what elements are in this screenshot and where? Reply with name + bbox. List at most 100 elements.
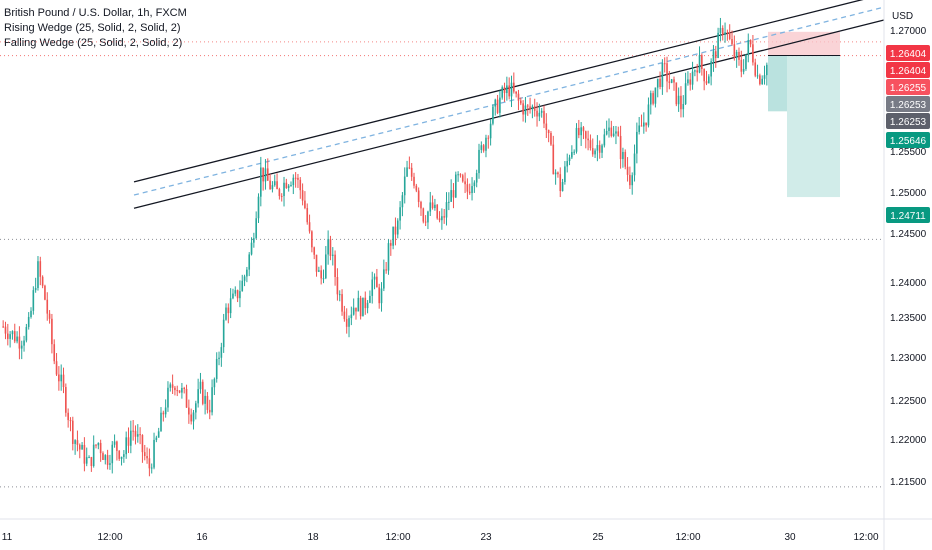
candle-body <box>489 123 492 139</box>
candle-body <box>99 442 102 454</box>
price-badge-dark[interactable]: 1.26253 <box>886 113 930 129</box>
candle-body <box>143 452 146 457</box>
candle-body <box>376 276 378 288</box>
price-badge-label: 1.26404 <box>890 49 927 60</box>
price-badge-red[interactable]: 1.26404 <box>886 45 930 61</box>
candle-body <box>399 207 401 221</box>
candle-body <box>301 190 304 201</box>
candle-body <box>62 374 65 388</box>
candle-body <box>292 177 295 186</box>
candle-body <box>431 202 434 209</box>
price-badge-green[interactable]: 1.24711 <box>886 207 930 223</box>
candle-body <box>475 173 478 183</box>
candle-body <box>341 294 343 312</box>
candle-body <box>315 254 318 272</box>
candle-body <box>629 174 631 186</box>
candle-body <box>413 176 415 186</box>
indicator-falling-wedge[interactable]: Falling Wedge (25, Solid, 2, Solid, 2) <box>4 37 183 49</box>
candle-body <box>575 127 578 152</box>
candle-body <box>494 99 497 107</box>
time-axis[interactable]: 11 12:00 16 18 12:00 23 25 12:00 30 12:00 <box>0 518 932 543</box>
candle-body <box>136 434 139 437</box>
price-badge-gray[interactable]: 1.26253 <box>886 96 930 112</box>
candle-body <box>529 106 531 109</box>
currency-label[interactable]: USD <box>892 11 913 22</box>
candle-body <box>348 318 350 327</box>
candle-body <box>554 172 557 175</box>
candle-body <box>457 174 459 176</box>
price-badge-bg <box>886 132 930 148</box>
candle-body <box>742 68 745 72</box>
candle-body <box>345 319 348 327</box>
price-badge-bg <box>886 96 930 112</box>
candle-body <box>738 51 740 60</box>
candle-body <box>269 180 271 190</box>
time-tick-label: 12:00 <box>675 532 700 543</box>
price-badge-red_light[interactable]: 1.26255 <box>886 79 930 95</box>
candle-body <box>694 70 696 72</box>
price-tick-label: 1.21500 <box>890 477 927 488</box>
candle-body <box>48 313 51 319</box>
price-badge-red[interactable]: 1.26404 <box>886 62 930 78</box>
candle-body <box>696 70 699 73</box>
candle-body <box>573 151 575 153</box>
price-badge-label: 1.26404 <box>890 66 927 77</box>
candle-body <box>183 387 186 389</box>
candle-body <box>485 137 487 151</box>
candle-body <box>561 182 564 192</box>
candle-body <box>643 122 645 127</box>
candle-body <box>329 239 332 256</box>
candle-body <box>603 134 606 146</box>
candle-body <box>436 204 439 219</box>
candle-body <box>350 314 353 319</box>
candle-body <box>241 280 244 292</box>
candle-body <box>663 63 666 65</box>
candle-body <box>97 442 100 446</box>
price-badge-green[interactable]: 1.25646 <box>886 132 930 148</box>
candle-body <box>181 387 183 393</box>
candle-body <box>647 104 650 126</box>
candle-body <box>23 340 25 346</box>
chart-legend: British Pound / U.S. Dollar, 1h, FXCM Ri… <box>4 6 187 51</box>
candle-body <box>526 105 529 107</box>
indicator-rising-wedge[interactable]: Rising Wedge (25, Solid, 2, Solid, 2) <box>4 22 181 34</box>
candle-body <box>427 211 429 223</box>
candle-body <box>564 166 566 183</box>
candle-body <box>236 290 239 299</box>
candle-body <box>262 167 264 182</box>
candle-body <box>733 44 736 58</box>
candle-body <box>450 190 452 202</box>
price-tick-label: 1.24000 <box>890 278 927 289</box>
candle-body <box>626 166 629 175</box>
candle-body <box>123 454 125 457</box>
candle-body <box>649 93 652 105</box>
candle-body <box>9 334 11 339</box>
candle-body <box>178 390 181 393</box>
candle-body <box>171 384 174 388</box>
candle-body <box>220 347 223 358</box>
candle-body <box>424 221 427 223</box>
candle-body <box>85 457 88 464</box>
symbol-title[interactable]: British Pound / U.S. Dollar, 1h, FXCM <box>4 7 187 19</box>
candle-body <box>359 297 362 317</box>
candle-body <box>580 127 582 136</box>
candle-body <box>596 145 599 151</box>
candle-body <box>429 202 432 212</box>
candle-body <box>441 216 443 221</box>
candle-body <box>248 254 251 270</box>
price-tick-label: 1.25000 <box>890 188 927 199</box>
candle-body <box>211 387 213 413</box>
candle-body <box>285 182 288 188</box>
candle-body <box>290 185 292 187</box>
candle-body <box>185 388 188 408</box>
candle-body <box>403 176 406 196</box>
candle-body <box>266 168 269 181</box>
candle-body <box>587 138 589 141</box>
price-badge-label: 1.26253 <box>890 100 927 111</box>
candle-body <box>445 202 448 218</box>
candle-body <box>102 453 104 460</box>
price-tick-label: 1.22000 <box>890 435 927 446</box>
candle-body <box>369 295 371 303</box>
candle-body <box>601 145 603 153</box>
